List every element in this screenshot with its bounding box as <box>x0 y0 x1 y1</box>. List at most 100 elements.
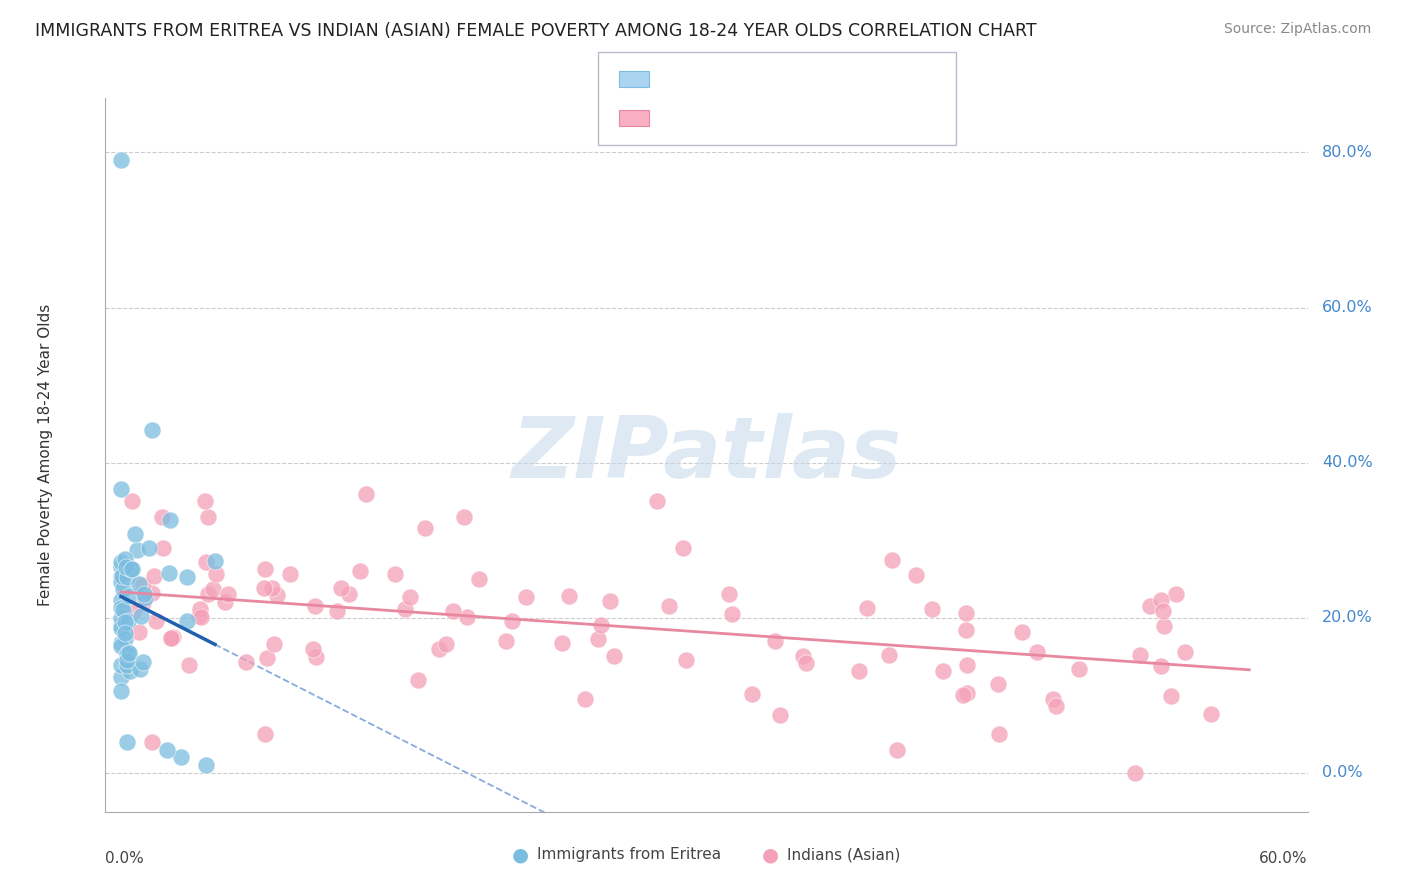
Point <box>124 527 146 541</box>
Text: 107: 107 <box>818 109 853 127</box>
Point <box>110 570 132 584</box>
Point <box>128 577 150 591</box>
Point <box>671 541 693 556</box>
Point <box>110 611 132 625</box>
Point <box>855 600 877 615</box>
Point <box>169 750 191 764</box>
Point <box>176 570 198 584</box>
Text: N =: N = <box>773 71 807 87</box>
Text: 60.0%: 60.0% <box>1322 300 1372 315</box>
Point <box>152 541 174 555</box>
Point <box>1149 593 1171 607</box>
Point <box>110 635 132 649</box>
Point <box>558 589 581 603</box>
Point <box>921 601 943 615</box>
Point <box>848 665 870 679</box>
Point <box>586 632 609 647</box>
Point <box>159 631 181 645</box>
Point <box>589 617 612 632</box>
Point <box>253 562 276 576</box>
Point <box>468 572 491 586</box>
Point <box>110 555 132 569</box>
Point <box>515 590 537 604</box>
Point <box>176 614 198 628</box>
Point <box>110 622 132 636</box>
Point <box>114 632 136 647</box>
Point <box>304 599 326 613</box>
Point <box>194 555 217 569</box>
Point <box>155 742 177 756</box>
Point <box>118 646 141 660</box>
Point <box>987 676 1010 690</box>
Point <box>574 691 596 706</box>
Point <box>551 636 574 650</box>
Point <box>769 708 792 723</box>
Point <box>195 758 218 772</box>
Point <box>792 649 814 664</box>
Point <box>441 604 464 618</box>
Point <box>121 494 143 508</box>
Point <box>1150 659 1173 673</box>
Point <box>1067 662 1090 676</box>
Text: 20.0%: 20.0% <box>1322 610 1372 625</box>
Point <box>796 656 818 670</box>
Point <box>188 608 211 623</box>
Point <box>952 688 974 702</box>
Point <box>356 486 378 500</box>
Point <box>132 596 155 610</box>
Text: Source: ZipAtlas.com: Source: ZipAtlas.com <box>1223 22 1371 37</box>
Point <box>190 609 212 624</box>
Point <box>111 603 134 617</box>
Text: Immigrants from Eritrea: Immigrants from Eritrea <box>537 847 721 862</box>
Point <box>326 604 349 618</box>
Point <box>399 591 422 605</box>
Point <box>905 568 928 582</box>
Point <box>145 615 167 629</box>
Point <box>741 687 763 701</box>
Point <box>675 653 697 667</box>
Text: 80.0%: 80.0% <box>1322 145 1372 160</box>
Point <box>720 607 742 622</box>
Point <box>349 564 371 578</box>
Point <box>197 586 219 600</box>
Text: ●: ● <box>762 845 779 864</box>
Point <box>718 587 741 601</box>
Point <box>132 655 155 669</box>
Text: Indians (Asian): Indians (Asian) <box>787 847 901 862</box>
Point <box>138 541 160 555</box>
Point <box>495 634 517 648</box>
Point <box>131 577 153 591</box>
Point <box>160 631 183 645</box>
Point <box>955 624 977 638</box>
Point <box>256 651 278 665</box>
Point <box>955 606 977 620</box>
Point <box>384 567 406 582</box>
Point <box>141 424 163 438</box>
Point <box>194 494 217 508</box>
Point <box>266 589 288 603</box>
Point <box>235 655 257 669</box>
Point <box>134 591 156 605</box>
Point <box>141 586 163 600</box>
Point <box>886 742 908 756</box>
Point <box>1045 699 1067 714</box>
Point <box>115 653 138 667</box>
Point <box>157 566 180 580</box>
Point <box>115 647 138 661</box>
Point <box>254 727 277 741</box>
Point <box>427 641 450 656</box>
Point <box>413 521 436 535</box>
Point <box>658 599 681 613</box>
Point <box>128 662 150 676</box>
Point <box>162 630 184 644</box>
Point <box>115 570 138 584</box>
Point <box>1152 604 1174 618</box>
Point <box>253 581 276 595</box>
Point <box>114 615 136 629</box>
Point <box>110 153 132 168</box>
Point <box>1011 624 1033 639</box>
Text: N =: N = <box>773 111 807 126</box>
Point <box>1026 645 1049 659</box>
Point <box>645 494 668 508</box>
Point <box>1166 587 1188 601</box>
